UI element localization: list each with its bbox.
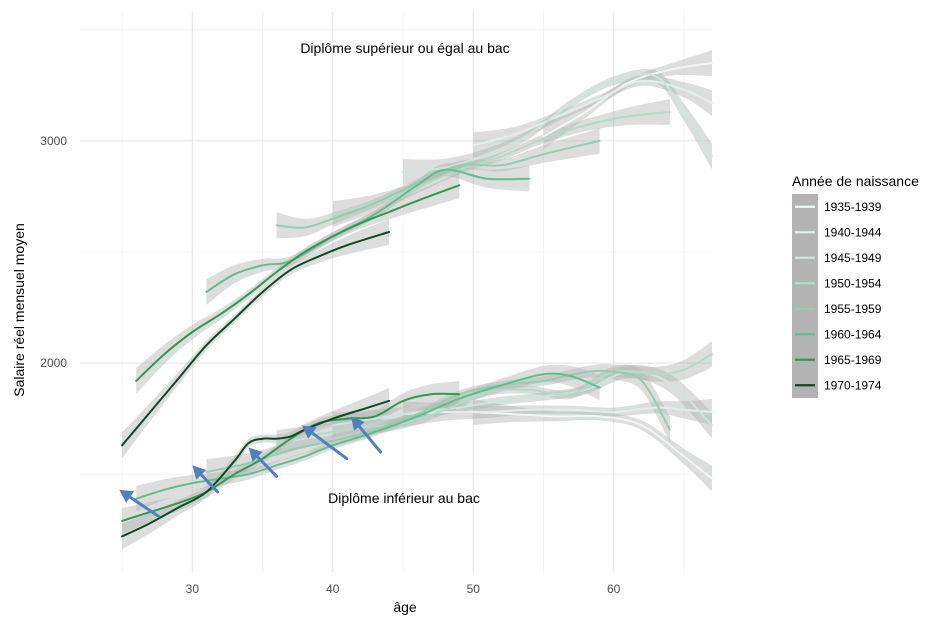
- legend-item: 1940-1944: [792, 219, 882, 245]
- y-tick-label: 2000: [40, 356, 67, 370]
- legend-label: 1950-1954: [824, 277, 882, 291]
- legend-item: 1970-1974: [792, 372, 882, 398]
- series-line: [402, 73, 713, 173]
- series-line: [121, 399, 390, 538]
- series-line: [331, 111, 671, 216]
- series-lines: [121, 62, 713, 538]
- series-line: [121, 231, 390, 447]
- highlight-arrow: [248, 447, 279, 478]
- series-line: [542, 62, 713, 138]
- highlight-arrows: [119, 416, 383, 518]
- legend-item: 1955-1959: [792, 296, 882, 322]
- legend-title: Année de naissance: [792, 173, 919, 189]
- confidence-band: [206, 363, 670, 485]
- legend-label: 1955-1959: [824, 302, 882, 316]
- x-tick-label: 30: [186, 582, 200, 596]
- highlight-arrow: [119, 489, 161, 518]
- legend-item: 1935-1939: [792, 194, 882, 220]
- confidence-band: [332, 364, 712, 439]
- highlight-arrow: [301, 425, 349, 461]
- legend-label: 1940-1944: [824, 226, 882, 240]
- legend-item: 1965-1969: [792, 347, 882, 373]
- confidence-band: [332, 99, 670, 228]
- y-axis-title: Salaire réel mensuel moyen: [11, 223, 27, 397]
- legend-label: 1970-1974: [824, 379, 882, 393]
- x-tick-label: 50: [467, 582, 481, 596]
- annotation-bac-minus: Diplôme inférieur au bac: [328, 490, 480, 506]
- confidence-band: [473, 399, 712, 492]
- confidence-band: [473, 75, 712, 159]
- confidence-band: [136, 172, 460, 394]
- series-line: [472, 79, 713, 147]
- series-line: [121, 392, 461, 522]
- series-line: [402, 406, 713, 416]
- highlight-arrow: [351, 416, 383, 454]
- series-line: [472, 411, 713, 480]
- legend-label: 1945-1949: [824, 251, 882, 265]
- annotation-bac-plus: Diplôme supérieur ou égal au bac: [300, 40, 509, 56]
- x-axis-title: âge: [393, 599, 417, 615]
- series-line: [275, 139, 601, 229]
- series-line: [135, 372, 601, 500]
- confidence-band: [403, 399, 712, 428]
- series-line: [135, 184, 461, 382]
- confidence-band: [206, 163, 530, 305]
- confidence-band: [122, 219, 389, 459]
- legend-item: 1945-1949: [792, 245, 882, 271]
- legend-label: 1965-1969: [824, 353, 882, 367]
- gridlines: [80, 12, 712, 572]
- confidence-band: [543, 50, 712, 150]
- legend-label: 1960-1964: [824, 328, 882, 342]
- legend: Année de naissance 1935-1939 1940-1944 194…: [792, 173, 919, 398]
- x-tick-label: 40: [326, 582, 340, 596]
- legend-item: 1950-1954: [792, 270, 882, 296]
- legend-label: 1935-1939: [824, 200, 882, 214]
- y-tick-label: 3000: [40, 134, 67, 148]
- legend-items: 1935-1939 1940-1944 1945-1949 1950-1954 1955…: [792, 194, 882, 398]
- x-tick-label: 60: [607, 582, 621, 596]
- legend-item: 1960-1964: [792, 321, 882, 347]
- tick-labels: 30 40 50 60 2000 3000: [40, 134, 620, 596]
- confidence-band: [122, 388, 389, 550]
- highlight-arrow: [192, 465, 220, 494]
